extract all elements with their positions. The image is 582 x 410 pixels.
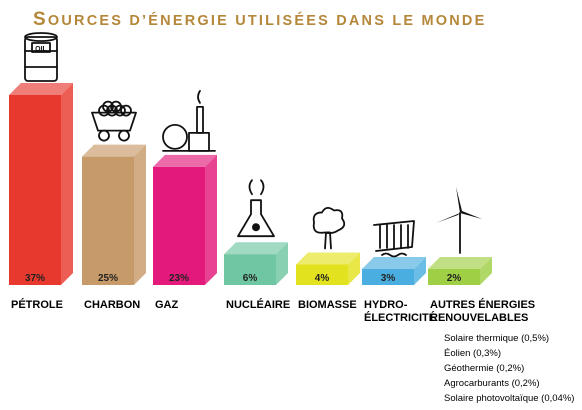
icons: OIL xyxy=(24,32,482,258)
category-label: CHARBON xyxy=(84,299,140,311)
renewables-breakdown: Solaire thermique (0,5%) Éolien (0,3%) Géo… xyxy=(444,333,574,404)
bar-front xyxy=(9,95,61,285)
value-label: 23% xyxy=(169,273,189,284)
gas-plant-icon xyxy=(162,89,216,152)
bar-top xyxy=(82,144,146,157)
renewables-item: Agrocarburants (0,2%) xyxy=(444,378,540,389)
bar-top xyxy=(428,257,492,269)
bar-3: 23% xyxy=(153,154,217,285)
value-label: 37% xyxy=(25,273,45,284)
nuclear-flask-icon xyxy=(237,179,275,238)
value-label: 6% xyxy=(243,273,258,284)
value-label: 2% xyxy=(447,273,462,284)
bar-side xyxy=(480,257,492,285)
bar-top xyxy=(224,242,288,255)
category-label: NUCLÉAIRE xyxy=(226,298,290,311)
bar-1: 37% xyxy=(9,83,73,285)
bar-side xyxy=(414,257,426,285)
category-label: BIOMASSE xyxy=(298,299,357,311)
bar-7: 2% xyxy=(428,257,492,285)
category-labels: PÉTROLE CHARBON GAZ NUCLÉAIRE BIOMASSE HYDRO-… xyxy=(11,298,535,324)
bar-front xyxy=(224,254,276,285)
value-label: 3% xyxy=(381,273,396,284)
chart-title-text: SOURCES D’ÉNERGIE UTILISÉES DANS LE MOND… xyxy=(33,9,486,30)
bar-2: 25% xyxy=(82,144,146,285)
category-label: HYDRO-ÉLECTRICITÉ xyxy=(364,299,436,324)
bars: 37% 25% 23% 6% 4% 3% 2% xyxy=(9,83,492,285)
bar-front xyxy=(82,156,134,285)
tree-icon xyxy=(312,207,346,250)
bar-front xyxy=(153,166,205,285)
bar-side xyxy=(205,154,217,285)
bar-top xyxy=(9,83,73,95)
category-label: GAZ xyxy=(155,299,179,311)
svg-text:OIL: OIL xyxy=(35,46,47,53)
chart-title: SOURCES D’ÉNERGIE UTILISÉES DANS LE MOND… xyxy=(33,9,486,30)
bar-side xyxy=(134,144,146,285)
bar-top xyxy=(362,257,426,269)
bar-side xyxy=(61,83,73,285)
bar-front xyxy=(296,264,348,285)
coal-cart-icon xyxy=(91,100,137,142)
bar-side xyxy=(276,242,288,285)
bar-5: 4% xyxy=(296,252,360,285)
value-label: 4% xyxy=(315,273,330,284)
renewables-item: Solaire thermique (0,5%) xyxy=(444,333,549,344)
bar-front xyxy=(362,269,414,285)
bar-front xyxy=(428,269,480,285)
category-label: PÉTROLE xyxy=(11,298,63,311)
renewables-item: Solaire photovoltaïque (0,04%) xyxy=(444,393,574,404)
wind-turbine-icon xyxy=(436,187,482,254)
bar-top xyxy=(153,154,217,167)
value-label: 25% xyxy=(98,273,118,284)
bar-top xyxy=(296,252,360,265)
bar-side xyxy=(348,252,360,285)
dam-icon xyxy=(373,220,415,258)
renewables-item: Éolien (0,3%) xyxy=(444,348,501,359)
renewables-item: Géothermie (0,2%) xyxy=(444,363,524,374)
category-label: AUTRES ÉNERGIES RENOUVELABLES xyxy=(430,298,535,324)
bar-6: 3% xyxy=(362,257,426,285)
oil-barrel-icon: OIL xyxy=(24,32,58,82)
bar-4: 6% xyxy=(224,242,288,285)
